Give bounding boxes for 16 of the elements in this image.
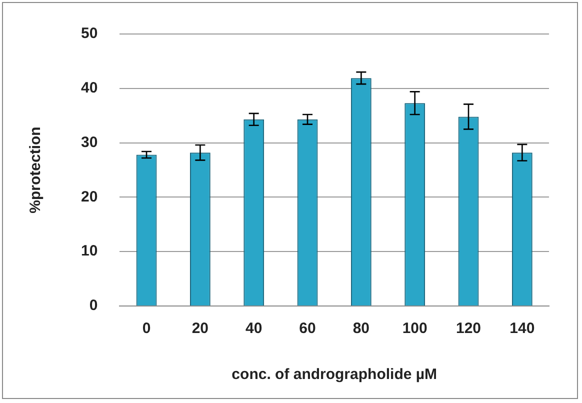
x-tick-label: 40 (246, 320, 262, 338)
x-tick-label: 120 (456, 320, 482, 338)
x-axis-title: conc. of andrographolide µM (232, 366, 437, 384)
y-tick-label: 50 (80, 25, 98, 42)
x-tick-label: 20 (192, 320, 209, 338)
y-tick-label: 40 (80, 80, 98, 97)
y-tick-label: 10 (80, 242, 98, 260)
y-tick-label: 20 (80, 188, 98, 206)
y-axis-title: %protection (27, 126, 44, 214)
x-tick-label: 60 (299, 320, 316, 338)
y-tick-label: 30 (80, 134, 98, 151)
x-tick-label: 100 (402, 320, 428, 338)
x-tick-label: 80 (352, 320, 370, 338)
x-tick-label: 140 (510, 320, 535, 338)
y-tick-label: 0 (89, 297, 98, 314)
x-tick-label: 0 (142, 320, 151, 338)
